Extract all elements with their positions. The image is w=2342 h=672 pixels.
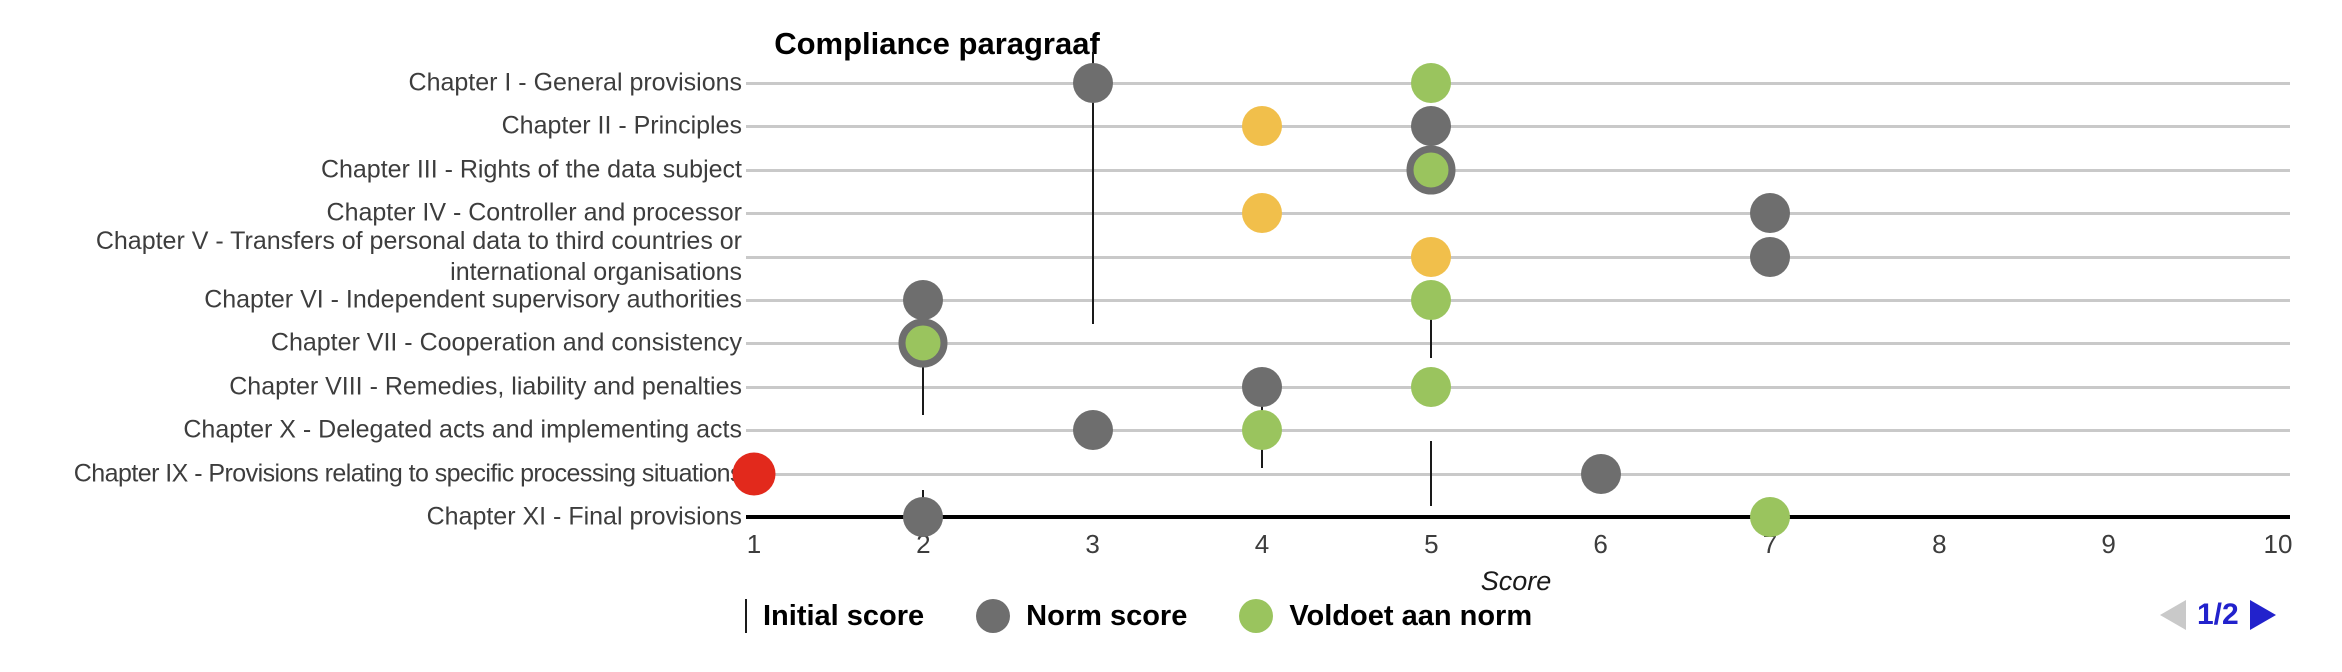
x-tick-label: 9 <box>2101 529 2116 559</box>
gridline <box>746 82 2290 85</box>
norm-score-dot[interactable] <box>1072 63 1113 103</box>
category-label: Chapter IX - Provisions relating to spec… <box>73 459 743 488</box>
x-tick-label: 5 <box>1424 529 1439 559</box>
initial-score-line <box>1091 52 1094 324</box>
legend-item-voldoet-aan-norm[interactable]: Voldoet aan norm <box>1239 599 1532 633</box>
legend: Initial score Norm score Voldoet aan nor… <box>745 597 1532 635</box>
pagination: 1/2 <box>2160 598 2276 631</box>
norm-score-dot[interactable] <box>903 497 944 537</box>
legend-item-initial-score[interactable]: Initial score <box>745 599 924 633</box>
x-axis-line <box>746 515 2290 519</box>
gridline <box>746 385 2290 389</box>
gridline <box>746 125 2290 129</box>
red-score-dot[interactable] <box>732 452 776 496</box>
legend-label: Voldoet aan norm <box>1289 599 1533 632</box>
x-tick-label: 3 <box>1085 529 1100 559</box>
voldoet-aan-norm-dot[interactable] <box>1411 366 1452 407</box>
norm-score-dot[interactable] <box>903 280 944 320</box>
initial-score-line <box>1430 441 1433 507</box>
previous-page-icon[interactable] <box>2160 600 2186 630</box>
x-tick-label: 6 <box>1593 529 1608 559</box>
x-axis-title: Score <box>1480 566 1552 596</box>
category-label: Chapter IV - Controller and processor <box>326 198 742 227</box>
category-label: Chapter VIII - Remedies, liability and p… <box>229 372 742 401</box>
category-label: Chapter VI - Independent supervisory aut… <box>204 285 742 314</box>
legend-label: Norm score <box>1026 599 1188 632</box>
gridline <box>746 212 2290 216</box>
norm-score-dot-icon <box>976 599 1011 633</box>
x-tick-label: 10 <box>2263 529 2293 559</box>
category-label: Chapter II - Principles <box>501 111 742 140</box>
voldoet-aan-norm-dot[interactable] <box>1411 280 1452 320</box>
x-tick-label: 1 <box>746 529 762 559</box>
gridline <box>746 472 2290 476</box>
voldoet-aan-norm-dot[interactable] <box>1241 410 1282 451</box>
norm-score-dot[interactable] <box>1072 410 1113 451</box>
initial-score-line <box>922 365 925 415</box>
norm-score-dot[interactable] <box>1580 453 1621 494</box>
norm-score-dot[interactable] <box>1411 106 1452 147</box>
x-tick-label: 8 <box>1932 529 1947 559</box>
legend-label: Initial score <box>763 599 925 632</box>
gridline <box>746 255 2290 259</box>
initial-score-line <box>1430 313 1433 359</box>
voldoet-aan-norm-dot[interactable] <box>898 318 948 368</box>
voldoet-aan-norm-dot[interactable] <box>1749 497 1790 537</box>
norm-score-dot[interactable] <box>1241 366 1282 407</box>
gridline <box>746 299 2290 302</box>
voldoet-dot-icon <box>1239 599 1274 633</box>
category-label: Chapter III - Rights of the data subject <box>320 155 742 184</box>
category-label: Chapter X - Delegated acts and implement… <box>183 415 742 444</box>
x-tick-label: 4 <box>1254 529 1270 559</box>
voldoet-aan-norm-dot[interactable] <box>1411 63 1452 103</box>
next-page-icon[interactable] <box>2249 600 2276 630</box>
page-indicator: 1/2 <box>2197 598 2239 631</box>
category-label: Chapter V - Transfers of personal data t… <box>95 226 742 286</box>
norm-score-dot[interactable] <box>1749 193 1790 234</box>
amber-score-dot[interactable] <box>1241 193 1282 234</box>
amber-score-dot[interactable] <box>1411 236 1452 277</box>
gridline <box>746 168 2290 172</box>
initial-score-line-icon <box>745 599 747 633</box>
gridline <box>746 429 2290 433</box>
category-label: Chapter XI - Final provisions <box>426 502 742 531</box>
category-label: Chapter I - General provisions <box>408 68 742 97</box>
amber-score-dot[interactable] <box>1241 106 1282 147</box>
legend-item-norm-score[interactable]: Norm score <box>976 599 1187 633</box>
gridline <box>746 342 2290 346</box>
voldoet-aan-norm-dot[interactable] <box>1406 145 1456 195</box>
norm-score-dot[interactable] <box>1749 236 1790 277</box>
chart-title: Compliance paragraaf <box>774 26 1100 61</box>
category-label: Chapter VII - Cooperation and consistenc… <box>270 328 742 357</box>
